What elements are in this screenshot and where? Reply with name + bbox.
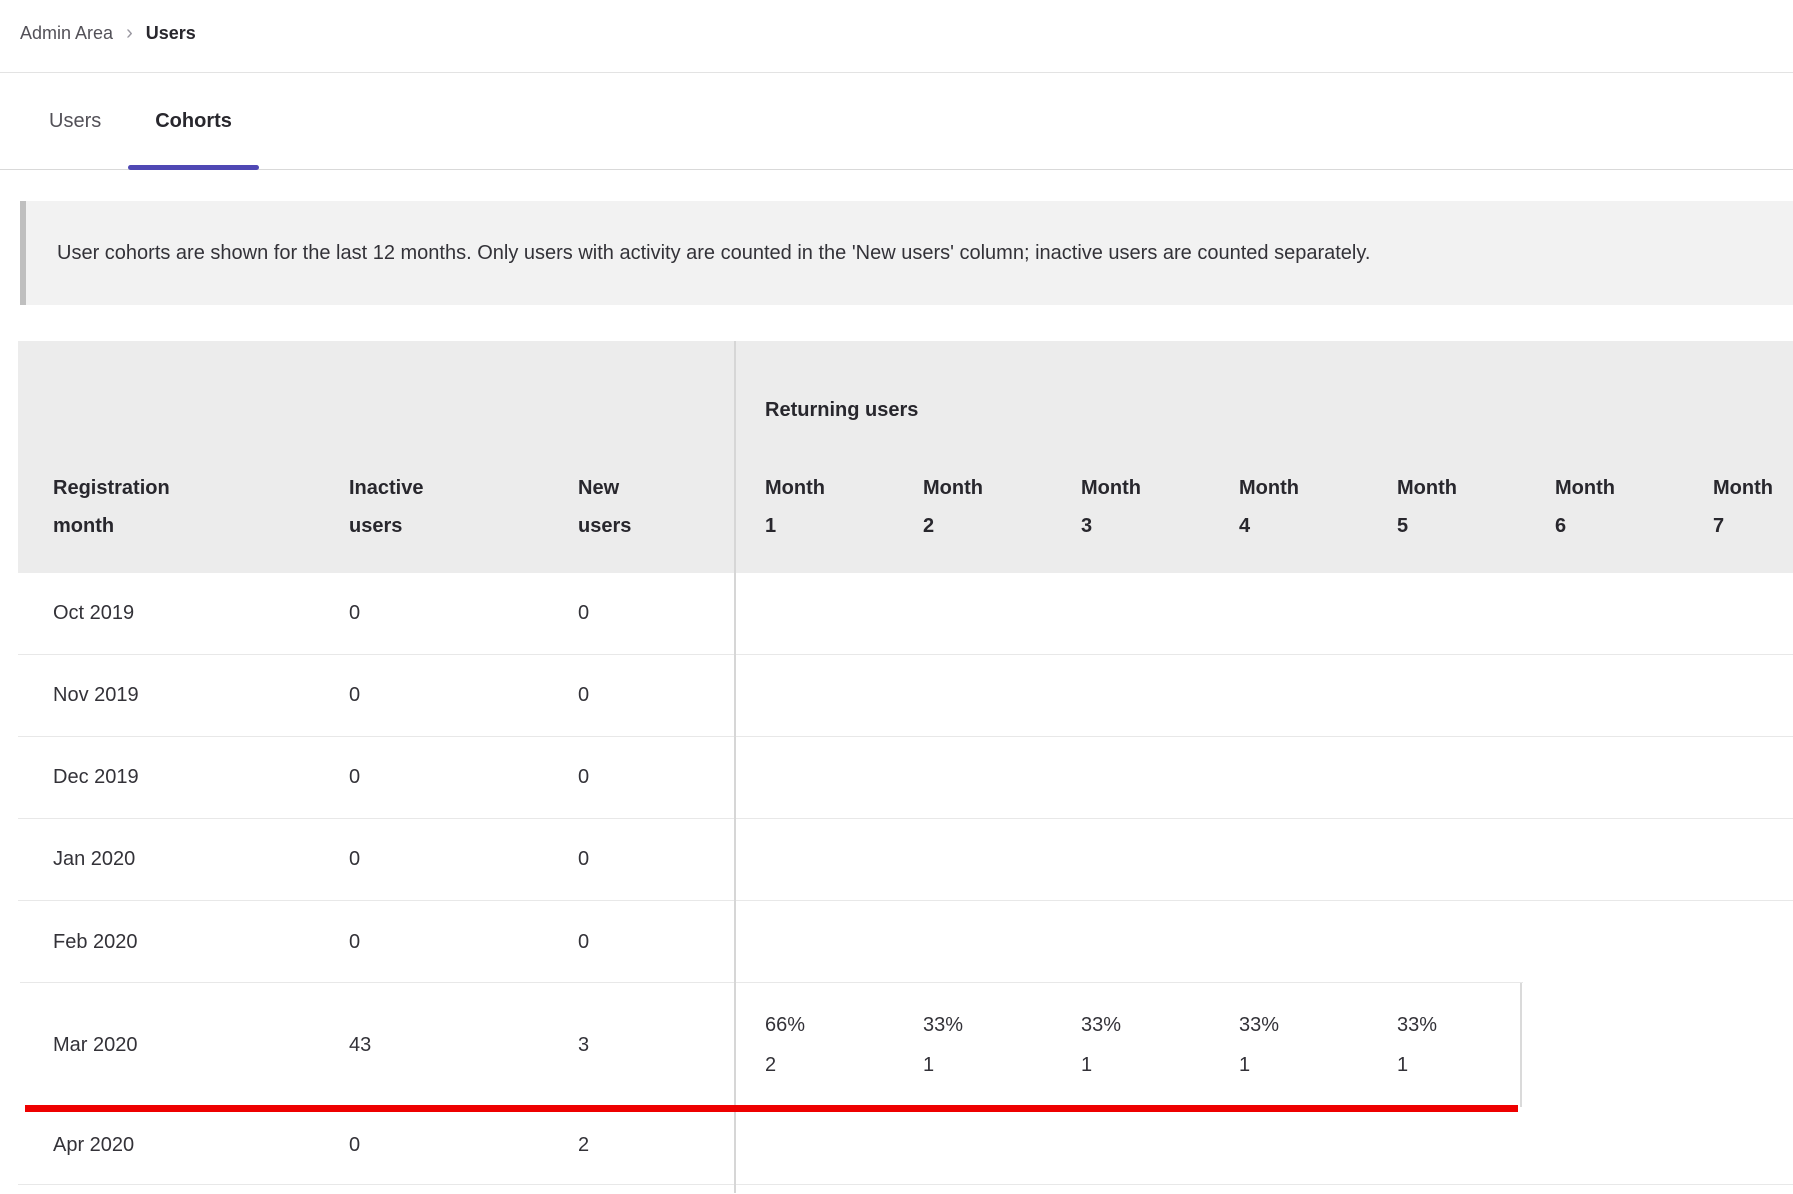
table-row-feb-2020: Feb 2020 0 0 [18, 901, 1793, 983]
registration-month-cell: Feb 2020 [53, 930, 138, 953]
tab-users-label: Users [49, 109, 102, 132]
returning-users-month-1-cell: 66% 2 [765, 1014, 806, 1076]
table-row-oct-2019: Oct 2019 0 0 [18, 573, 1793, 655]
tab-cohorts-label: Cohorts [155, 109, 232, 132]
tab-bar: Users Cohorts [0, 73, 1793, 170]
col-header-new-users: New users [578, 477, 632, 537]
col-header-month-3: Month 3 [1081, 477, 1141, 537]
inactive-users-cell: 0 [349, 766, 361, 788]
tab-cohorts[interactable]: Cohorts [128, 73, 259, 170]
chevron-right-icon: › [126, 22, 133, 44]
new-users-cell: 0 [578, 930, 590, 953]
new-users-cell: 0 [578, 602, 590, 624]
cohorts-table: Returning users Registration month Inact… [18, 341, 1793, 1193]
returning-users-month-4-cell: 33% 1 [1239, 1014, 1280, 1076]
red-annotation-line [25, 1105, 1518, 1112]
cohorts-notice-text: User cohorts are shown for the last 12 m… [57, 241, 1371, 264]
breadcrumb: Admin Area › Users [0, 0, 1793, 73]
registration-month-cell: Jan 2020 [53, 848, 136, 870]
registration-month-cell: Oct 2019 [53, 602, 135, 624]
col-header-month-7: Month 7 [1713, 477, 1773, 537]
table-header: Returning users Registration month Inact… [18, 341, 1793, 573]
new-users-cell: 2 [578, 1134, 590, 1156]
active-tab-indicator [128, 165, 259, 170]
returning-users-month-3-cell: 33% 1 [1081, 1014, 1122, 1076]
new-users-cell: 3 [578, 1033, 590, 1056]
new-users-cell: 0 [578, 684, 590, 706]
registration-month-cell: Mar 2020 [53, 1033, 138, 1056]
column-group-divider [734, 341, 736, 1193]
new-users-cell: 0 [578, 766, 590, 788]
inactive-users-cell: 0 [349, 1134, 361, 1156]
col-header-inactive-users: Inactive users [349, 477, 424, 537]
table-row-apr-2020: Apr 2020 0 2 [18, 1107, 1793, 1185]
table-row-nov-2019: Nov 2019 0 0 [18, 655, 1793, 737]
new-users-cell: 0 [578, 848, 590, 870]
inactive-users-cell: 43 [349, 1033, 372, 1056]
col-header-month-4: Month 4 [1239, 477, 1299, 537]
registration-month-cell: Apr 2020 [53, 1134, 135, 1156]
col-header-month-2: Month 2 [923, 477, 983, 537]
inactive-users-cell: 0 [349, 930, 361, 953]
table-body: Oct 2019 0 0 Nov 2019 0 0 Dec 2019 0 0 J… [18, 573, 1793, 1193]
cohorts-notice-banner: User cohorts are shown for the last 12 m… [20, 201, 1793, 305]
col-header-month-1: Month 1 [765, 477, 825, 537]
registration-month-cell: Dec 2019 [53, 766, 139, 788]
registration-month-cell: Nov 2019 [53, 684, 139, 706]
table-row-dec-2019: Dec 2019 0 0 [18, 737, 1793, 819]
table-row-partial [18, 1185, 1793, 1193]
breadcrumb-admin-area-link[interactable]: Admin Area [20, 22, 114, 43]
inactive-users-cell: 0 [349, 602, 361, 624]
returning-users-month-5-cell: 33% 1 [1397, 1014, 1438, 1076]
returning-users-month-2-cell: 33% 1 [923, 1014, 964, 1076]
inactive-users-cell: 0 [349, 848, 361, 870]
cell-border [1520, 983, 1522, 1107]
col-header-registration-month: Registration month [53, 477, 170, 537]
breadcrumb-current-page: Users [145, 22, 196, 43]
col-header-month-5: Month 5 [1397, 477, 1457, 537]
table-row-mar-2020: Mar 2020 43 3 66% 2 33% 1 33% 1 33% 1 33… [18, 983, 1793, 1107]
row-divider [20, 982, 1523, 983]
tab-users[interactable]: Users [22, 73, 128, 169]
col-header-month-6: Month 6 [1555, 477, 1615, 537]
table-row-jan-2020: Jan 2020 0 0 [18, 819, 1793, 901]
inactive-users-cell: 0 [349, 684, 361, 706]
returning-users-group-header: Returning users [765, 399, 919, 421]
